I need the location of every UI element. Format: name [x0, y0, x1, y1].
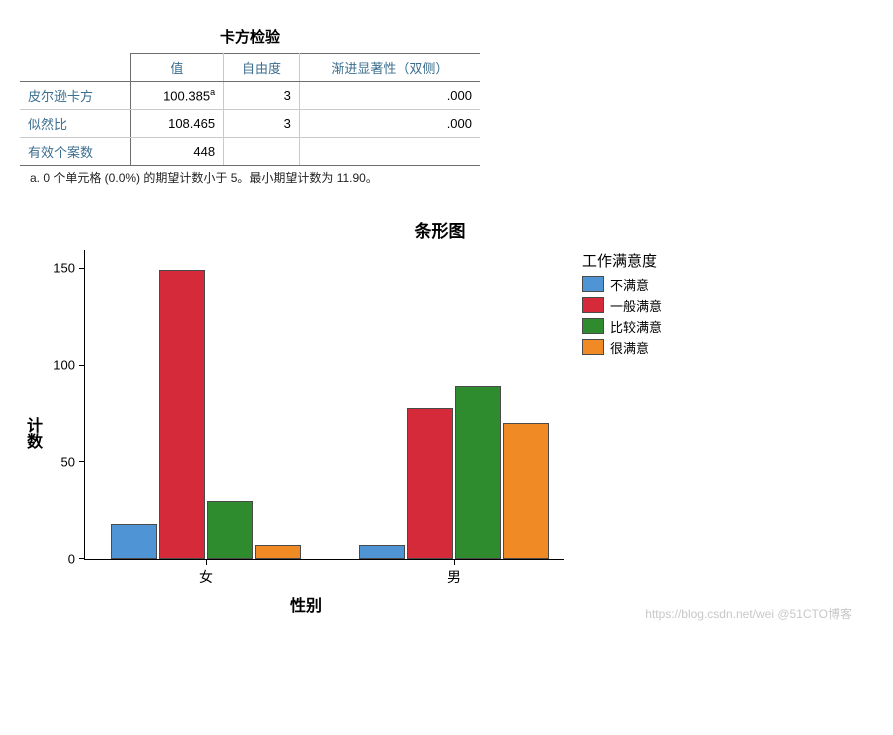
cell-sig: .000 — [299, 82, 480, 110]
col-blank — [20, 54, 130, 82]
legend-swatch — [582, 297, 604, 313]
col-sig: 渐进显著性（双侧） — [299, 54, 480, 82]
legend-title: 工作满意度 — [582, 250, 662, 271]
col-value: 值 — [130, 54, 223, 82]
legend-label: 一般满意 — [610, 296, 662, 315]
y-axis-label: 计数 — [20, 417, 44, 449]
bar — [111, 524, 157, 559]
cell-df: 3 — [224, 110, 300, 138]
chart-title: 条形图 — [20, 217, 860, 250]
legend-swatch — [582, 318, 604, 334]
legend-label: 不满意 — [610, 275, 649, 294]
x-tick-label: 女 — [199, 559, 213, 587]
col-df: 自由度 — [224, 54, 300, 82]
legend-label: 很满意 — [610, 338, 649, 357]
legend-item: 一般满意 — [582, 296, 662, 315]
cell-sig: .000 — [299, 110, 480, 138]
y-tick-label: 100 — [53, 358, 85, 373]
cell-df — [224, 138, 300, 166]
table-title: 卡方检验 — [20, 20, 480, 53]
legend-item: 比较满意 — [582, 317, 662, 336]
plot-area: 050100150女男 — [84, 250, 564, 560]
row-label: 皮尔逊卡方 — [20, 82, 130, 110]
legend: 工作满意度 不满意一般满意比较满意很满意 — [582, 250, 662, 359]
bar — [503, 423, 549, 559]
legend-swatch — [582, 339, 604, 355]
bar — [455, 386, 501, 558]
x-tick-label: 男 — [447, 559, 461, 587]
bar — [255, 545, 301, 559]
cell-value: 100.385a — [130, 82, 223, 110]
chi-table: 值 自由度 渐进显著性（双侧） 皮尔逊卡方100.385a3.000 似然比108… — [20, 53, 480, 166]
bar — [407, 408, 453, 559]
cell-df: 3 — [224, 82, 300, 110]
legend-item: 不满意 — [582, 275, 662, 294]
legend-label: 比较满意 — [610, 317, 662, 336]
watermark: https://blog.csdn.net/wei @51CTO博客 — [645, 605, 852, 622]
bar — [159, 270, 205, 559]
row-label: 有效个案数 — [20, 138, 130, 166]
row-label: 似然比 — [20, 110, 130, 138]
bar — [359, 545, 405, 559]
chi-square-table: 卡方检验 值 自由度 渐进显著性（双侧） 皮尔逊卡方100.385a3.000 似… — [20, 20, 480, 187]
y-tick-label: 150 — [53, 261, 85, 276]
cell-sig — [299, 138, 480, 166]
x-axis-label: 性别 — [48, 592, 564, 616]
cell-value: 448 — [130, 138, 223, 166]
table-footnote: a. 0 个单元格 (0.0%) 的期望计数小于 5。最小期望计数为 11.90… — [20, 166, 464, 187]
legend-swatch — [582, 276, 604, 292]
y-tick-label: 0 — [68, 551, 85, 566]
legend-item: 很满意 — [582, 338, 662, 357]
bar — [207, 501, 253, 559]
y-tick-label: 50 — [61, 454, 85, 469]
cell-value: 108.465 — [130, 110, 223, 138]
bar-chart: 条形图 计数 050100150女男 性别 工作满意度 不满意一般满意比较满意很… — [20, 217, 860, 616]
